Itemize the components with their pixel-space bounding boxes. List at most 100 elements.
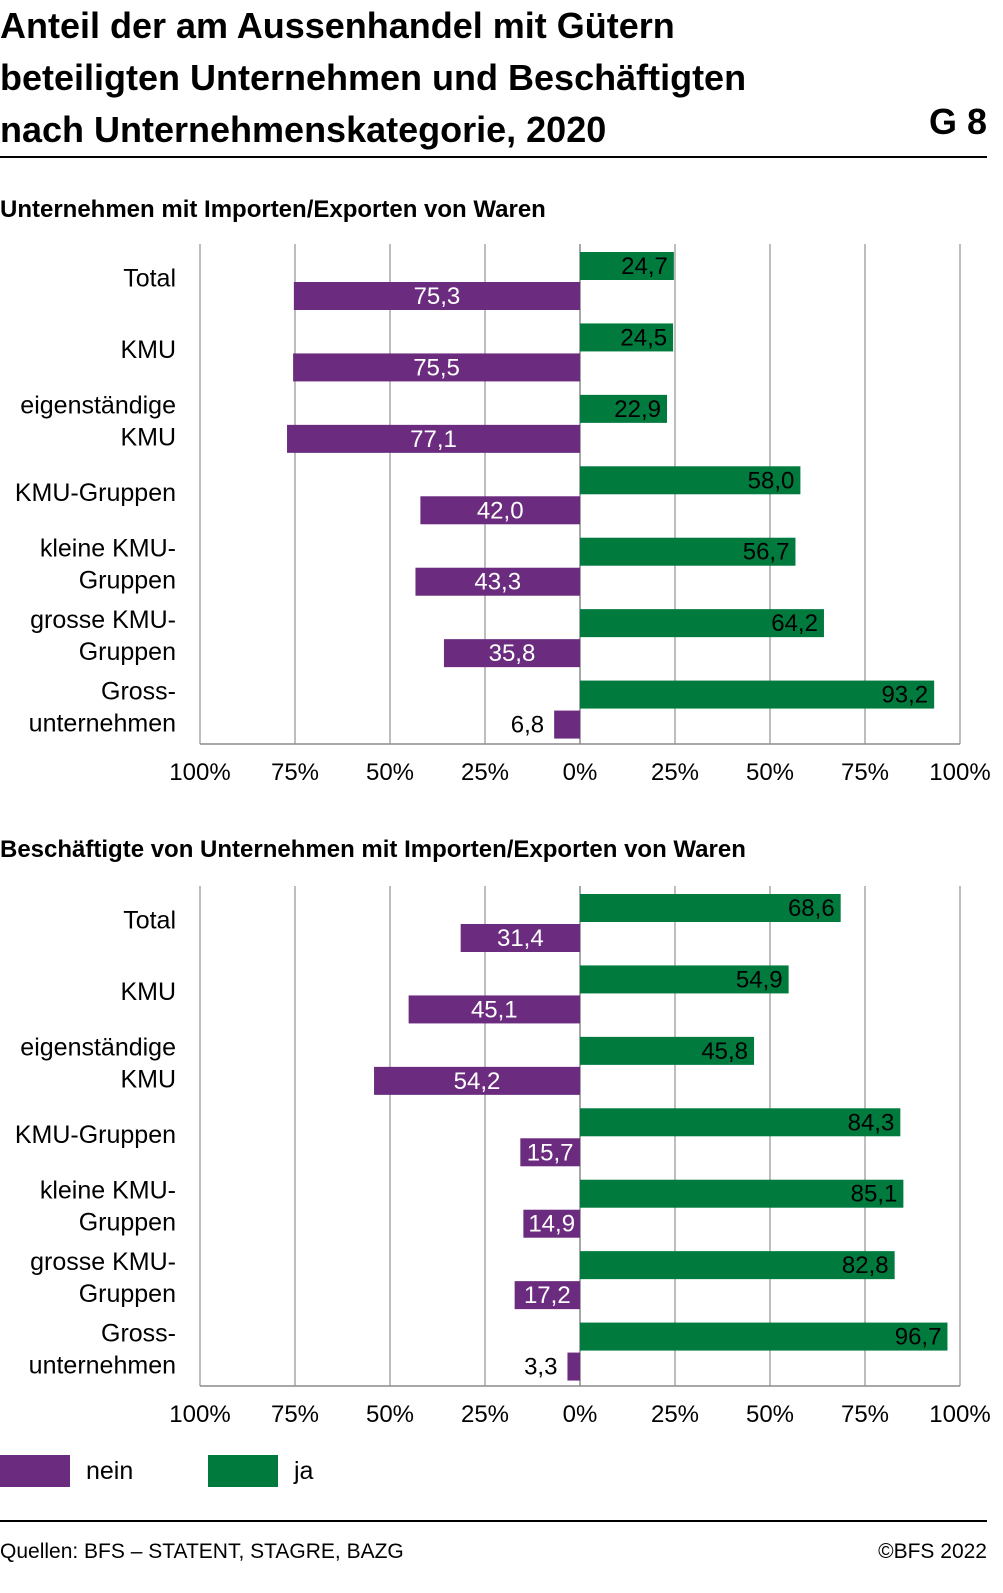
data-label-nein: 42,0 xyxy=(477,497,524,524)
data-label-ja: 24,5 xyxy=(620,324,667,351)
bar-nein xyxy=(374,1066,580,1095)
category-label: KMU xyxy=(120,336,176,364)
data-label-nein: 75,3 xyxy=(414,283,461,310)
x-tick-label: 50% xyxy=(366,759,414,786)
bar-nein xyxy=(287,424,580,453)
bar-nein xyxy=(554,710,580,739)
data-label-nein: 15,7 xyxy=(527,1139,574,1166)
legend-swatch-nein xyxy=(0,1455,70,1487)
category-label: eigenständige xyxy=(20,392,176,420)
data-label-nein: 3,3 xyxy=(524,1354,557,1381)
data-label-ja: 58,0 xyxy=(748,467,795,494)
category-label: grosse KMU- xyxy=(30,606,176,634)
data-label-nein: 6,8 xyxy=(511,712,544,739)
category-label: Gruppen xyxy=(79,638,176,666)
chart-title: Anteil der am Aussenhandel mit Gütern be… xyxy=(0,0,900,156)
x-tick-label: 100% xyxy=(169,759,230,786)
data-label-ja: 82,8 xyxy=(842,1252,889,1279)
data-label-ja: 84,3 xyxy=(848,1109,895,1136)
x-tick-label: 75% xyxy=(841,759,889,786)
bar-nein xyxy=(460,924,580,952)
bar-ja xyxy=(580,1036,755,1065)
title-line: nach Unternehmenskategorie, 2020 xyxy=(0,109,607,150)
x-tick-label: 100% xyxy=(169,1401,230,1428)
x-tick-label: 50% xyxy=(366,1401,414,1428)
bar-ja xyxy=(580,894,841,922)
bar-ja xyxy=(580,1322,948,1351)
data-label-nein: 17,2 xyxy=(524,1282,571,1309)
bar-nein xyxy=(293,353,580,382)
data-label-nein: 75,5 xyxy=(413,354,460,381)
data-label-ja: 93,2 xyxy=(881,682,928,709)
bar-nein xyxy=(408,995,580,1024)
bar-nein xyxy=(567,1352,580,1381)
category-label: KMU xyxy=(120,1066,176,1094)
data-label-ja: 45,8 xyxy=(701,1038,748,1065)
data-label-ja: 68,6 xyxy=(788,895,835,922)
data-label-ja: 64,2 xyxy=(771,610,818,637)
category-label: Gruppen xyxy=(79,566,176,594)
x-tick-label: 75% xyxy=(271,1401,319,1428)
bar-ja xyxy=(580,609,824,638)
legend-label-nein: nein xyxy=(86,1456,134,1485)
data-label-nein: 77,1 xyxy=(410,426,457,453)
data-label-nein: 54,2 xyxy=(454,1068,501,1095)
x-tick-label: 25% xyxy=(461,759,509,786)
legend-item-nein: nein xyxy=(0,1455,133,1487)
chart-1-title: Unternehmen mit Importen/Exporten von Wa… xyxy=(0,196,546,223)
x-tick-label: 25% xyxy=(461,1401,509,1428)
bar-nein xyxy=(443,639,580,668)
title-line: Anteil der am Aussenhandel mit Gütern xyxy=(0,5,675,46)
data-label-ja: 56,7 xyxy=(743,539,790,566)
category-label: KMU-Gruppen xyxy=(15,1121,176,1149)
category-label: eigenständige xyxy=(20,1034,176,1062)
chart-2-title: Beschäftigte von Unternehmen mit Importe… xyxy=(0,836,746,863)
copyright: ©BFS 2022 xyxy=(878,1540,987,1563)
chart-companies: Total 24,7 75,3 KMU 24,5 75,5 eigenständige KMU… xyxy=(0,232,1003,792)
bar-nein xyxy=(520,1138,580,1167)
category-label: grosse KMU- xyxy=(30,1248,176,1276)
bar-ja xyxy=(580,394,668,423)
title-line: beteiligten Unternehmen und Beschäftigte… xyxy=(0,57,747,98)
category-label: KMU-Gruppen xyxy=(15,479,176,507)
bar-ja xyxy=(580,680,935,709)
category-label: Gross- xyxy=(101,677,176,705)
data-label-ja: 22,9 xyxy=(614,396,661,423)
category-label: Total xyxy=(123,907,176,935)
chart-employees: Total 68,6 31,4 KMU 54,9 45,1 eigenständige KMU… xyxy=(0,874,1003,1434)
x-tick-label: 75% xyxy=(841,1401,889,1428)
x-tick-label: 25% xyxy=(651,1401,699,1428)
data-label-ja: 24,7 xyxy=(621,253,668,280)
bar-nein xyxy=(420,496,580,525)
category-label: Gross- xyxy=(101,1319,176,1347)
x-tick-label: 0% xyxy=(563,759,598,786)
data-label-nein: 14,9 xyxy=(528,1211,575,1238)
footer-rule xyxy=(0,1520,987,1522)
legend-item-ja: ja xyxy=(208,1455,313,1487)
data-label-nein: 35,8 xyxy=(489,640,536,667)
bar-ja xyxy=(580,965,789,994)
figure-number: G 8 xyxy=(928,101,987,142)
x-tick-label: 50% xyxy=(746,1401,794,1428)
x-tick-label: 0% xyxy=(563,1401,598,1428)
legend-swatch-ja xyxy=(208,1455,278,1487)
category-label: unternehmen xyxy=(29,709,176,737)
category-label: kleine KMU- xyxy=(40,1176,176,1204)
bar-nein xyxy=(293,282,580,310)
category-label: KMU xyxy=(120,978,176,1006)
category-label: Gruppen xyxy=(79,1280,176,1308)
category-label: KMU xyxy=(120,424,176,452)
chart-svg: Total 68,6 31,4 KMU 54,9 45,1 eigenständige KMU… xyxy=(15,886,991,1428)
category-label: kleine KMU- xyxy=(40,534,176,562)
bar-ja xyxy=(580,1108,901,1137)
bar-nein xyxy=(415,567,580,596)
category-label: Gruppen xyxy=(79,1208,176,1236)
x-tick-label: 100% xyxy=(929,759,990,786)
bar-ja xyxy=(580,537,796,566)
bar-ja xyxy=(580,1179,904,1208)
bar-nein xyxy=(523,1209,580,1238)
title-rule xyxy=(0,156,987,158)
category-label: unternehmen xyxy=(29,1351,176,1379)
data-label-ja: 96,7 xyxy=(895,1324,942,1351)
x-tick-label: 25% xyxy=(651,759,699,786)
